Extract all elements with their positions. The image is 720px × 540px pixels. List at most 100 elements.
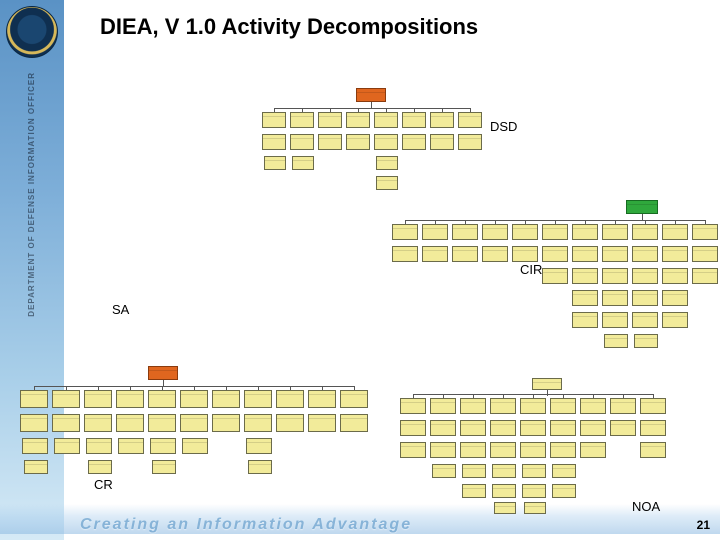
chart-node (290, 112, 314, 128)
chart-node (374, 134, 398, 150)
connector (226, 386, 227, 390)
chart-node (182, 438, 208, 454)
connector (442, 108, 443, 112)
chart-node (52, 390, 80, 408)
chart-node (430, 420, 456, 436)
chart-node (492, 484, 516, 498)
chart-node (54, 438, 80, 454)
connector (465, 220, 466, 224)
connector (98, 386, 99, 390)
chart-node (490, 442, 516, 458)
connector (354, 386, 355, 390)
chart-node (24, 460, 48, 474)
chart-node (572, 290, 598, 306)
connector (473, 394, 474, 398)
chart-node (84, 414, 112, 432)
chart-node (542, 246, 568, 262)
page-title: DIEA, V 1.0 Activity Decompositions (100, 14, 478, 40)
chart-node (148, 366, 178, 380)
chart-node (662, 312, 688, 328)
cir-label: CIR (520, 262, 542, 277)
connector (533, 394, 534, 398)
chart-node (572, 268, 598, 284)
dod-seal-icon (6, 6, 58, 58)
chart-node (602, 268, 628, 284)
chart-node (632, 224, 658, 240)
connector (470, 108, 471, 112)
chart-node (248, 460, 272, 474)
noa-label: NOA (632, 499, 660, 514)
chart-node (116, 414, 144, 432)
chart-node (532, 378, 562, 390)
chart-node (602, 312, 628, 328)
chart-node (148, 414, 176, 432)
connector (358, 108, 359, 112)
connector (274, 108, 470, 109)
chart-node (520, 398, 546, 414)
connector (405, 220, 406, 224)
chart-node (460, 398, 486, 414)
chart-node (494, 502, 516, 514)
chart-node (602, 290, 628, 306)
connector (130, 386, 131, 390)
chart-node (308, 390, 336, 408)
chart-node (580, 442, 606, 458)
chart-node (632, 246, 658, 262)
chart-node (430, 398, 456, 414)
chart-node (552, 484, 576, 498)
chart-node (522, 484, 546, 498)
connector (547, 390, 548, 396)
chart-node (402, 134, 426, 150)
chart-node (610, 420, 636, 436)
sa-label: SA (112, 302, 129, 317)
chart-node (550, 420, 576, 436)
chart-node (20, 414, 48, 432)
chart-node (452, 246, 478, 262)
chart-node (340, 414, 368, 432)
chart-node (692, 246, 718, 262)
chart-node (262, 112, 286, 128)
connector (615, 220, 616, 224)
connector (66, 386, 67, 390)
chart-node (244, 390, 272, 408)
chart-node (400, 420, 426, 436)
connector (322, 386, 323, 390)
chart-node (422, 246, 448, 262)
chart-node (482, 246, 508, 262)
chart-node (626, 200, 658, 214)
chart-node (152, 460, 176, 474)
chart-node (490, 398, 516, 414)
chart-node (422, 224, 448, 240)
footer-tagline: Creating an Information Advantage (80, 516, 412, 534)
chart-node (692, 224, 718, 240)
chart-node (262, 134, 286, 150)
dsd-label: DSD (490, 119, 517, 134)
connector (653, 394, 654, 398)
connector (258, 386, 259, 390)
chart-node (482, 224, 508, 240)
chart-node (180, 390, 208, 408)
chart-node (572, 224, 598, 240)
connector (194, 386, 195, 390)
chart-node (346, 134, 370, 150)
chart-node (520, 420, 546, 436)
chart-node (550, 442, 576, 458)
chart-node (604, 334, 628, 348)
chart-node (318, 134, 342, 150)
connector (290, 386, 291, 390)
chart-node (632, 312, 658, 328)
connector (443, 394, 444, 398)
connector (330, 108, 331, 112)
connector (34, 386, 35, 390)
chart-node (692, 268, 718, 284)
connector (413, 394, 414, 398)
connector (162, 386, 163, 390)
chart-node (520, 442, 546, 458)
chart-node (662, 268, 688, 284)
chart-node (356, 88, 386, 102)
chart-node (150, 438, 176, 454)
chart-node (632, 268, 658, 284)
chart-node (432, 464, 456, 478)
connector (593, 394, 594, 398)
chart-node (376, 176, 398, 190)
